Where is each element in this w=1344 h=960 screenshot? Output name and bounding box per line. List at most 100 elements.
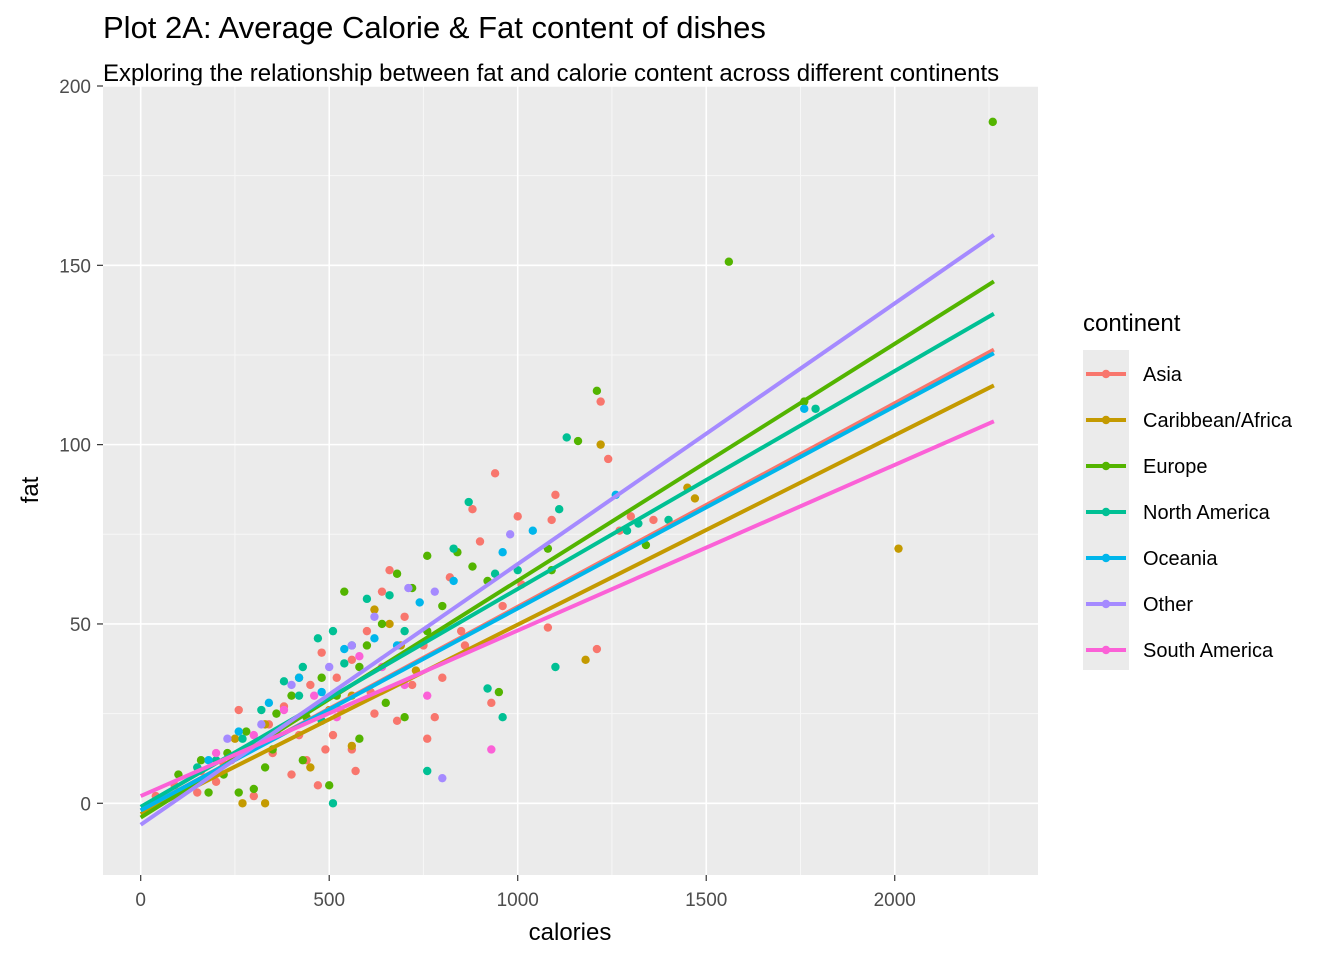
data-point bbox=[328, 730, 338, 740]
data-point bbox=[392, 716, 402, 725]
data-point bbox=[238, 799, 247, 808]
data-point bbox=[193, 788, 202, 797]
legend-label: Europe bbox=[1143, 456, 1208, 478]
data-point bbox=[449, 544, 458, 553]
fit-lines bbox=[139, 233, 996, 827]
data-point bbox=[317, 687, 326, 697]
legend-label: Other bbox=[1143, 594, 1193, 616]
fit-line bbox=[139, 419, 995, 798]
data-point bbox=[362, 626, 372, 636]
data-point bbox=[423, 551, 432, 561]
data-point bbox=[279, 677, 289, 686]
legend-title: continent bbox=[1083, 310, 1181, 337]
data-point bbox=[581, 655, 590, 665]
data-point bbox=[328, 626, 338, 636]
data-point bbox=[294, 691, 304, 700]
data-point bbox=[468, 562, 477, 571]
data-point bbox=[362, 641, 372, 650]
data-point bbox=[347, 641, 357, 650]
data-point bbox=[690, 494, 700, 503]
data-point bbox=[238, 734, 247, 743]
data-point bbox=[272, 709, 281, 718]
data-point bbox=[362, 594, 372, 604]
chart-subtitle: Exploring the relationship between fat a… bbox=[103, 60, 1000, 87]
legend-key-point bbox=[1101, 369, 1111, 379]
data-point bbox=[988, 117, 997, 127]
data-point bbox=[649, 515, 658, 525]
data-point bbox=[400, 612, 409, 621]
data-point bbox=[260, 763, 270, 772]
data-point bbox=[249, 730, 259, 740]
legend-label: Oceania bbox=[1143, 548, 1218, 570]
data-point bbox=[287, 770, 296, 779]
data-point bbox=[355, 734, 364, 743]
data-point bbox=[551, 662, 560, 672]
data-point bbox=[332, 673, 341, 682]
data-point bbox=[298, 662, 308, 672]
legend: continent Asia Caribbean/Africa Europe Nort… bbox=[1083, 310, 1293, 670]
data-point bbox=[554, 504, 564, 514]
data-point bbox=[430, 713, 439, 722]
data-point bbox=[438, 773, 447, 783]
data-point bbox=[294, 673, 304, 682]
data-point bbox=[592, 386, 602, 396]
data-point bbox=[309, 691, 319, 700]
data-point bbox=[287, 680, 296, 690]
data-point bbox=[423, 691, 432, 700]
data-point bbox=[264, 698, 274, 708]
data-point bbox=[242, 727, 251, 736]
x-tick-label: 500 bbox=[313, 890, 345, 911]
data-point bbox=[460, 641, 470, 650]
data-point bbox=[438, 601, 447, 611]
data-point bbox=[494, 687, 504, 697]
x-axis-title: calories bbox=[529, 919, 612, 946]
data-point bbox=[234, 727, 243, 736]
data-point bbox=[400, 713, 409, 722]
data-point bbox=[415, 598, 424, 607]
data-point bbox=[204, 756, 213, 765]
y-tick-label: 100 bbox=[59, 436, 91, 457]
legend-key-point bbox=[1101, 461, 1111, 471]
data-point bbox=[370, 634, 379, 643]
data-point bbox=[498, 601, 507, 611]
data-point bbox=[260, 799, 270, 808]
data-point bbox=[438, 673, 447, 682]
data-point bbox=[211, 748, 221, 758]
axes: 0 500 1000 1500 2000 0 50 100 150 200 bbox=[59, 77, 916, 911]
data-point bbox=[596, 440, 605, 449]
data-point bbox=[626, 512, 636, 521]
data-point bbox=[385, 619, 394, 629]
data-point bbox=[249, 784, 259, 794]
data-point bbox=[306, 680, 315, 690]
legend-label: Asia bbox=[1143, 364, 1183, 386]
x-tick-label: 2000 bbox=[874, 890, 916, 911]
data-point bbox=[490, 569, 500, 578]
data-point bbox=[355, 652, 364, 661]
data-point bbox=[894, 544, 903, 553]
data-point bbox=[528, 526, 537, 535]
data-point bbox=[287, 691, 296, 700]
data-point bbox=[498, 713, 507, 722]
legend-key-point bbox=[1101, 415, 1111, 425]
x-tick-label: 1500 bbox=[685, 890, 727, 911]
y-tick-label: 50 bbox=[70, 615, 91, 636]
data-point bbox=[325, 662, 334, 672]
data-point bbox=[456, 626, 466, 636]
y-tick-label: 0 bbox=[80, 794, 91, 815]
y-axis-title: fat bbox=[17, 476, 44, 503]
data-point bbox=[223, 734, 232, 743]
data-point bbox=[204, 788, 213, 797]
data-point bbox=[573, 436, 583, 446]
data-point bbox=[196, 756, 206, 765]
data-point bbox=[513, 565, 522, 575]
data-point bbox=[404, 583, 413, 593]
data-point bbox=[347, 655, 357, 665]
data-point bbox=[385, 565, 394, 575]
legend-label: Caribbean/Africa bbox=[1143, 410, 1293, 432]
data-point bbox=[211, 777, 221, 786]
data-point bbox=[370, 605, 379, 614]
data-point bbox=[487, 745, 496, 754]
data-point bbox=[592, 644, 602, 654]
data-point bbox=[551, 490, 560, 500]
data-point bbox=[257, 720, 266, 729]
